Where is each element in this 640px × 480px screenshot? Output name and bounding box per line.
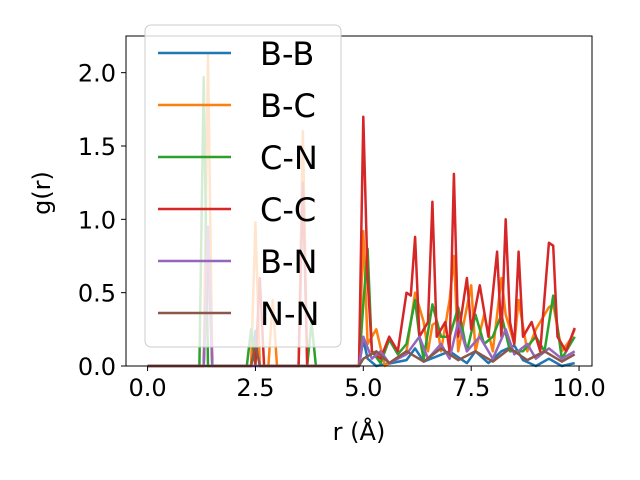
x-tick-label: 5.0 [344, 374, 382, 402]
axes [125, 35, 593, 367]
legend: B-B B-C C-N C-C B-N N-N [144, 24, 342, 348]
legend-label-b-b: B-B [260, 35, 314, 73]
y-tick-label: 1.5 [78, 133, 116, 161]
x-axis-label: r (Å) [333, 417, 386, 446]
legend-label-b-n: B-N [260, 243, 317, 281]
legend-label-b-c: B-C [260, 87, 316, 125]
plot-frame [125, 35, 593, 367]
y-tick-label: 2.0 [78, 60, 116, 88]
x-tick-label: 7.5 [452, 374, 490, 402]
legend-label-c-c: C-C [260, 191, 316, 229]
x-tick-label: 0.0 [128, 374, 166, 402]
y-tick-label: 0.0 [78, 353, 116, 381]
x-tick-label: 10.0 [552, 374, 605, 402]
x-tick-label: 2.5 [236, 374, 274, 402]
tick-marks-and-labels: 0.0 2.5 5.0 7.5 10.0 0.0 0.5 1.0 1.5 2.0 [78, 60, 606, 402]
legend-label-n-n: N-N [260, 295, 319, 333]
legend-label-c-n: C-N [260, 139, 318, 177]
y-tick-label: 0.5 [78, 280, 116, 308]
y-axis-label: g(r) [28, 171, 56, 215]
y-tick-label: 1.0 [78, 206, 116, 234]
